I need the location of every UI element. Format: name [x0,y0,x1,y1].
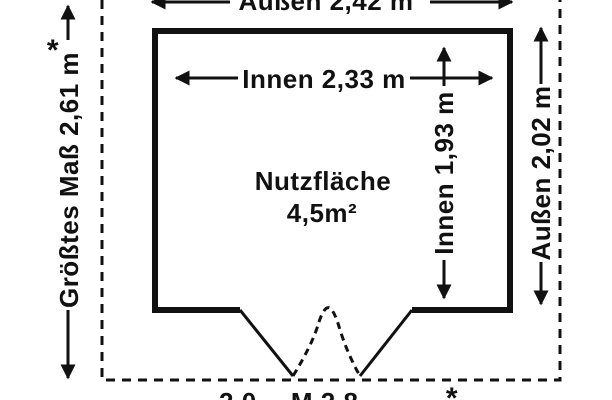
area-value: 4,5m² [287,198,357,228]
door-right-line [358,309,414,377]
inner-depth-label-bg [428,86,460,260]
asterisk-left: * [47,34,59,67]
outer-width-label: Außen 2,42 m [238,0,413,16]
outer-depth-label: Außen 2,02 m [526,85,556,260]
inner-wall-outline [152,28,513,313]
inner-depth-label: Innen 1,93 m [429,91,459,255]
door-left-line [238,309,295,377]
outer-width-label-bg [230,0,430,12]
asterisk-bottom: * [446,382,458,400]
inner-width-label: Innen 2,33 m [242,64,406,94]
outer-depth-label-bg [524,84,558,262]
inner-width-label-bg [238,62,410,94]
area-title: Nutzfläche [255,166,391,196]
largest-dimension-label: Größtes Maß 2,61 m [54,52,84,308]
door-swing-dashed [291,306,362,377]
largest-dimension-label-bg [50,40,86,310]
outer-dashed-boundary [100,0,562,382]
bottom-dimension-label-partial: 2,0… M 2,8… [219,387,385,400]
